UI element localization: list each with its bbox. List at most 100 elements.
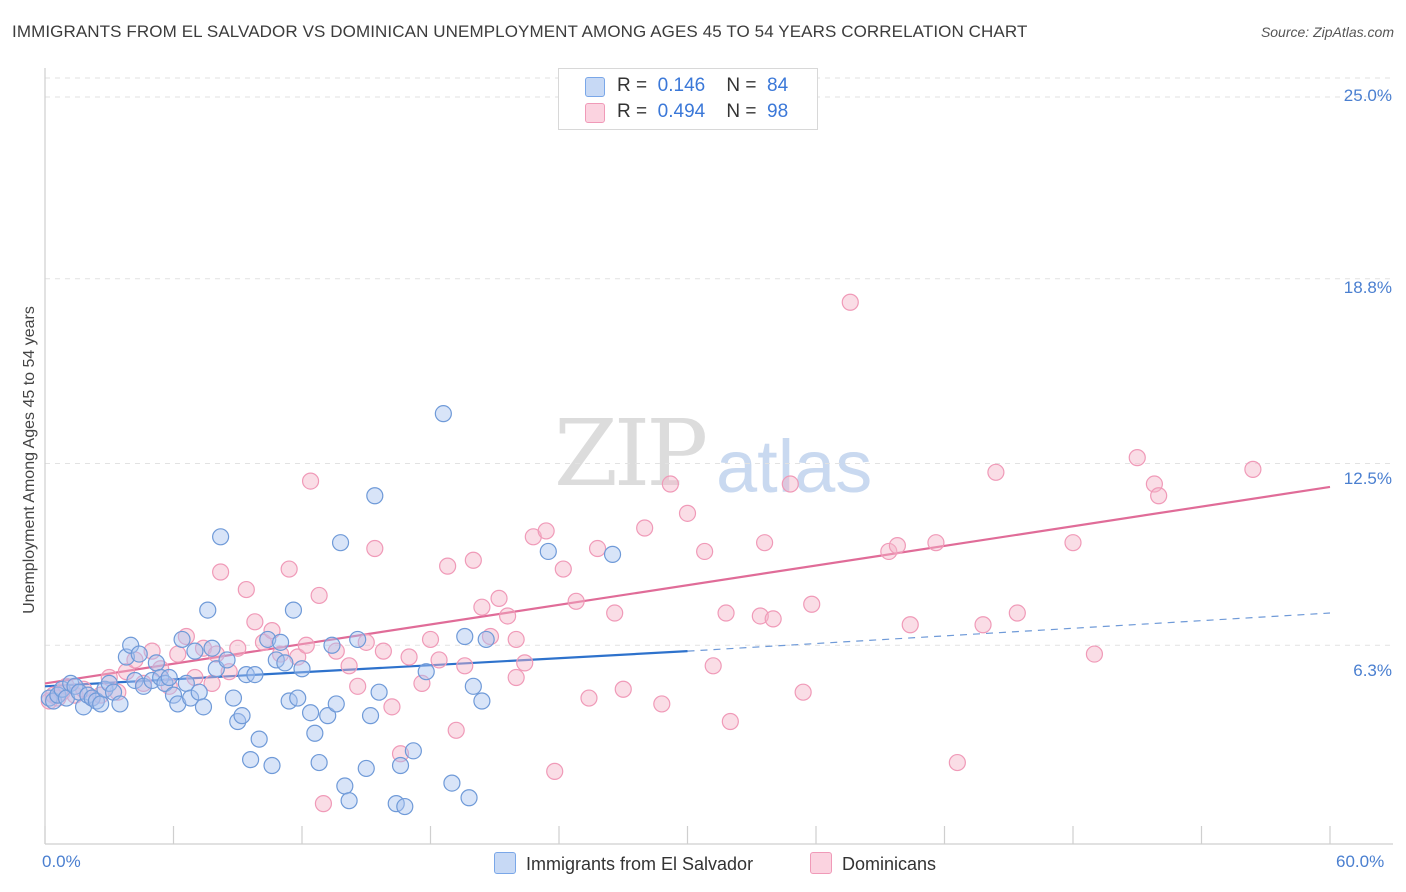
el-salvador-point (293, 660, 311, 678)
r-label: R = (617, 75, 648, 96)
el-salvador-point (173, 630, 191, 649)
source-note: Source: ZipAtlas.com (1260, 24, 1394, 40)
dominicans-point (580, 689, 598, 707)
dominicans-point (301, 472, 320, 490)
el-salvador-point (186, 642, 204, 660)
el-salvador-point (126, 671, 144, 690)
dominicans-point (636, 519, 654, 537)
el-salvador-point (396, 797, 414, 816)
chart-title: IMMIGRANTS FROM EL SALVADOR VS DOMINICAN… (12, 22, 1028, 41)
el-salvador-point (366, 487, 384, 505)
watermark-atlas: atlas (716, 425, 873, 508)
el-salvador-point (319, 707, 337, 725)
dominicans-point (974, 616, 992, 634)
dominicans-point (430, 651, 448, 669)
el-salvador-point (331, 534, 350, 552)
dominicans-point (554, 560, 572, 578)
dominicans-point (841, 293, 859, 311)
dominicans-point (374, 642, 392, 660)
dominicans-point (588, 539, 607, 558)
dominicans-point (490, 589, 508, 607)
el-salvador-point (122, 636, 140, 654)
el-salvador-point (160, 668, 178, 687)
el-salvador-point (263, 756, 281, 775)
el-salvador-point (182, 689, 200, 707)
el-salvador-point (289, 689, 307, 707)
el-salvador-point (310, 753, 328, 772)
el-salvador-point (404, 742, 422, 760)
el-salvador-point (203, 639, 221, 657)
el-salvador-point (271, 633, 290, 651)
bottom-legend-el-salvador: Immigrants from El Salvador (494, 852, 753, 875)
trend-lines (44, 485, 1331, 688)
el-salvador-point (327, 695, 345, 713)
el-salvador-point (164, 686, 183, 704)
el-salvador-point (212, 528, 230, 546)
dominicans-point (212, 563, 230, 581)
el-salvador-point (53, 680, 71, 698)
dominicans-point (1008, 604, 1026, 622)
axes (44, 68, 1393, 845)
el-salvador-point (443, 774, 461, 792)
dominicans-point (297, 636, 315, 654)
dominicans-trend-line (44, 485, 1331, 685)
el-salvador-point (218, 651, 236, 669)
y-tick-label: 6.3% (1353, 661, 1392, 680)
dominicans-point (314, 795, 333, 813)
r-label: R = (617, 101, 648, 122)
dominicans-point (880, 542, 898, 561)
dominicans-point (1244, 460, 1262, 478)
dominicans-point (751, 607, 769, 625)
dominicans-points (40, 293, 1262, 813)
dominicans-point (678, 504, 697, 522)
y-tick-label: 25.0% (1343, 86, 1392, 105)
el-salvador-point (224, 689, 243, 707)
el-salvador-point (276, 654, 294, 672)
el-salvador-point (100, 674, 118, 693)
y-tick-label: 12.5% (1343, 469, 1392, 488)
dominicans-point (888, 536, 906, 555)
dominicans-point (499, 607, 517, 625)
dominicans-point (1150, 487, 1168, 505)
n-value: 98 (767, 101, 789, 122)
el-salvador-point (111, 695, 129, 713)
dominicans-point (721, 712, 739, 731)
dominicans-point (340, 657, 358, 675)
dominicans-point (229, 639, 247, 657)
bottom-legend-dominicans: Dominicans (810, 852, 936, 875)
dominicans-point (391, 745, 410, 763)
el-salvador-point (357, 759, 375, 778)
el-salvador-point (460, 789, 478, 807)
dominicans-point (507, 630, 525, 649)
el-salvador-trend-extension (687, 612, 1331, 652)
dominicans-point (755, 534, 774, 552)
el-salvador-point (250, 730, 268, 748)
correlation-legend: R = 0.146 N = 84 R = 0.494 N = 98 (558, 68, 818, 130)
dominicans-point (696, 542, 714, 561)
dominicans-point (1128, 449, 1146, 467)
el-salvador-point (306, 724, 324, 742)
dominicans-point (237, 580, 255, 599)
dominicans-point (383, 698, 401, 716)
el-salvador-point (473, 692, 491, 710)
dominicans-point (614, 680, 632, 698)
dominicans-point (507, 668, 525, 687)
watermark-zip: ZIP (554, 400, 708, 507)
el-salvador-point (233, 707, 251, 725)
dominicans-point (653, 695, 671, 713)
dominicans-point (516, 654, 534, 672)
el-salvador-point (199, 601, 217, 619)
el-salvador-trend-line (44, 650, 688, 688)
el-salvador-point (134, 677, 153, 695)
el-salvador-point (434, 405, 452, 423)
el-salvador-point (323, 636, 341, 654)
el-salvador-point (417, 663, 435, 681)
x-tick-label: 0.0% (42, 852, 81, 871)
n-label: N = (726, 75, 757, 96)
el-salvador-point (464, 677, 482, 695)
dominicans-point (661, 475, 679, 493)
el-salvador-points (40, 405, 622, 816)
dominicans-point (280, 560, 298, 578)
dominicans-point (764, 610, 782, 628)
legend-swatch (585, 77, 605, 97)
